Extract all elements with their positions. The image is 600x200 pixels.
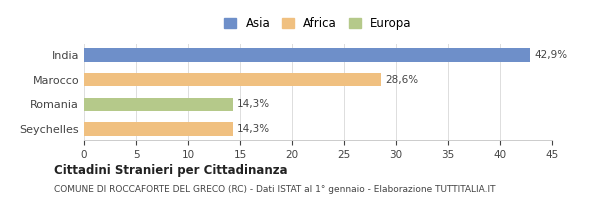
Legend: Asia, Africa, Europa: Asia, Africa, Europa <box>221 13 415 34</box>
Bar <box>84 98 233 111</box>
Text: 42,9%: 42,9% <box>535 50 568 60</box>
Text: 14,3%: 14,3% <box>237 124 270 134</box>
Text: 28,6%: 28,6% <box>386 75 419 85</box>
Text: Cittadini Stranieri per Cittadinanza: Cittadini Stranieri per Cittadinanza <box>54 164 287 177</box>
Bar <box>84 73 382 86</box>
Text: 14,3%: 14,3% <box>237 99 270 109</box>
Bar <box>84 48 530 62</box>
Bar <box>84 122 233 136</box>
Text: COMUNE DI ROCCAFORTE DEL GRECO (RC) - Dati ISTAT al 1° gennaio - Elaborazione TU: COMUNE DI ROCCAFORTE DEL GRECO (RC) - Da… <box>54 185 496 194</box>
